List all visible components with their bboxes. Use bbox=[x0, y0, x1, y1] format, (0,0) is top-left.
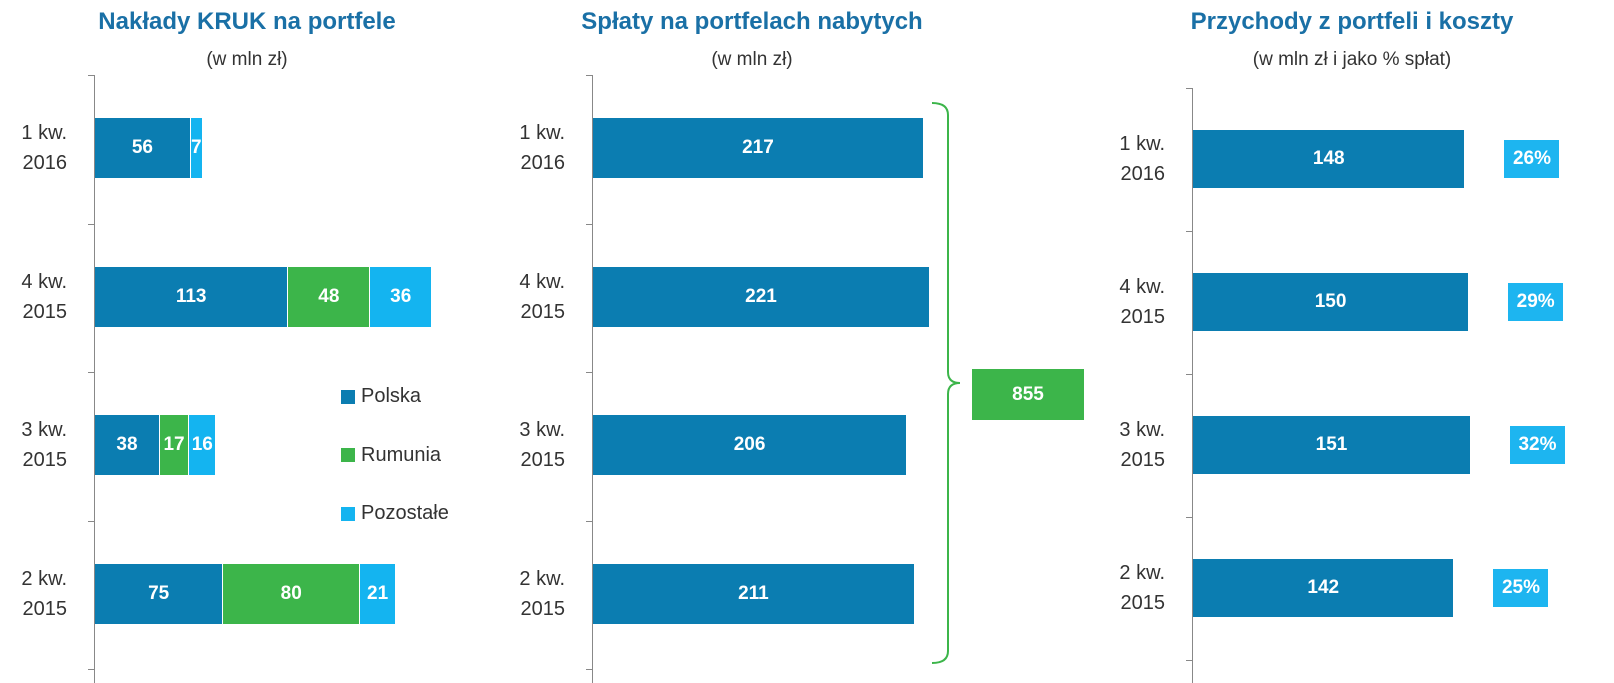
value-label: 75 bbox=[148, 582, 170, 604]
bar: 211 bbox=[593, 563, 914, 624]
category-label: 2 kw. 2015 bbox=[519, 567, 565, 620]
share-label: 26% bbox=[1512, 148, 1551, 169]
axis-line bbox=[1192, 88, 1193, 683]
legend-swatch bbox=[341, 506, 355, 521]
axis-tick bbox=[1186, 231, 1192, 232]
total-label: 855 bbox=[1012, 383, 1044, 405]
axis-tick bbox=[1186, 88, 1192, 89]
value-label: 48 bbox=[318, 285, 340, 307]
value-label: 17 bbox=[163, 434, 185, 455]
value-label: 151 bbox=[1315, 434, 1348, 455]
legend-swatch bbox=[341, 389, 355, 404]
chart-subtitle: (w mln zł) bbox=[206, 49, 288, 70]
chart-title: Nakłady KRUK na portfele bbox=[98, 8, 396, 35]
axis-tick bbox=[88, 223, 94, 225]
category-label: 4 kw. 2015 bbox=[1119, 276, 1165, 328]
bar: 80 bbox=[223, 563, 361, 624]
axis-tick bbox=[586, 372, 592, 373]
bar: 221 bbox=[593, 266, 929, 327]
value-label: 80 bbox=[280, 582, 302, 604]
category-label: 3 kw. 2015 bbox=[1119, 419, 1165, 471]
legend-label: Pozostałe bbox=[361, 502, 449, 524]
bar: 151 bbox=[1193, 416, 1470, 474]
bar: 150 bbox=[1193, 273, 1469, 331]
value-label: 36 bbox=[390, 285, 412, 307]
share-box: 26% bbox=[1504, 140, 1560, 178]
chart-subtitle: (w mln zł) bbox=[711, 49, 793, 70]
bar: 217 bbox=[593, 118, 923, 178]
category-label: 4 kw. 2015 bbox=[519, 270, 565, 323]
value-label: 16 bbox=[191, 434, 213, 455]
bar: 142 bbox=[1193, 559, 1454, 617]
chart-subtitle: (w mln zł i jako % spłat) bbox=[1252, 49, 1452, 70]
chart-title: Przychody z portfeli i koszty bbox=[1190, 8, 1514, 35]
value-label: 206 bbox=[733, 434, 766, 455]
axis-tick bbox=[88, 75, 94, 76]
axis-tick bbox=[88, 520, 94, 522]
value-label: 56 bbox=[131, 137, 153, 158]
value-label: 7 bbox=[190, 137, 202, 158]
bar: 16 bbox=[189, 415, 217, 475]
chart-title: Spłaty na portfelach nabytych bbox=[581, 8, 923, 35]
legend-swatch bbox=[341, 448, 355, 462]
total-box: 855 bbox=[972, 369, 1084, 420]
share-box: 32% bbox=[1510, 426, 1565, 464]
legend-entry: Rumunia bbox=[341, 444, 441, 467]
axis-tick bbox=[1186, 517, 1192, 518]
category-label: 1 kw. 2016 bbox=[1119, 133, 1165, 185]
bar: 17 bbox=[160, 415, 190, 475]
bar: 56 bbox=[95, 118, 191, 178]
value-label: 142 bbox=[1307, 577, 1340, 598]
category-label: 3 kw. 2015 bbox=[21, 419, 67, 471]
legend-label: Polska bbox=[361, 385, 422, 407]
value-label: 148 bbox=[1312, 148, 1345, 169]
bar: 206 bbox=[593, 415, 907, 475]
value-label: 38 bbox=[116, 434, 138, 455]
brace-path bbox=[931, 102, 961, 664]
value-label: 211 bbox=[738, 582, 769, 604]
legend-label: Rumunia bbox=[361, 443, 442, 466]
bar: 113 bbox=[95, 266, 289, 327]
bar: 36 bbox=[370, 266, 432, 327]
category-label: 2 kw. 2015 bbox=[21, 567, 67, 620]
share-box: 29% bbox=[1508, 283, 1564, 321]
value-label: 113 bbox=[175, 285, 207, 307]
bar: 48 bbox=[288, 266, 371, 327]
category-label: 1 kw. 2016 bbox=[21, 122, 67, 174]
category-label: 1 kw. 2016 bbox=[519, 122, 565, 174]
axis-line bbox=[592, 75, 593, 683]
axis-tick bbox=[586, 520, 592, 522]
axis-tick bbox=[88, 372, 94, 373]
axis-tick bbox=[586, 75, 592, 76]
axis-line bbox=[94, 75, 95, 683]
bar: 38 bbox=[95, 415, 160, 475]
share-label: 29% bbox=[1516, 291, 1555, 312]
share-label: 25% bbox=[1501, 577, 1540, 598]
share-label: 32% bbox=[1518, 434, 1557, 455]
bar: 75 bbox=[95, 563, 224, 624]
axis-tick bbox=[88, 669, 94, 670]
share-box: 25% bbox=[1493, 569, 1549, 607]
axis-tick bbox=[586, 669, 592, 670]
category-label: 4 kw. 2015 bbox=[21, 270, 67, 323]
bar: 7 bbox=[190, 118, 203, 178]
value-label: 217 bbox=[742, 137, 774, 158]
value-label: 150 bbox=[1314, 291, 1347, 312]
legend-entry: Polska bbox=[341, 385, 421, 408]
value-label: 221 bbox=[745, 285, 777, 307]
bar: 21 bbox=[360, 563, 397, 624]
value-label: 21 bbox=[367, 582, 389, 604]
bar: 148 bbox=[1193, 130, 1465, 188]
axis-tick bbox=[586, 223, 592, 225]
legend-entry: Pozostałe bbox=[341, 502, 449, 525]
category-label: 2 kw. 2015 bbox=[1119, 562, 1165, 614]
axis-tick bbox=[1186, 374, 1192, 375]
category-label: 3 kw. 2015 bbox=[519, 419, 565, 471]
axis-tick bbox=[1186, 660, 1192, 661]
